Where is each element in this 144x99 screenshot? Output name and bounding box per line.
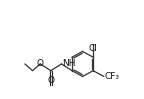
Text: O: O bbox=[37, 59, 44, 68]
Text: NH: NH bbox=[62, 59, 75, 68]
Text: O: O bbox=[47, 76, 54, 85]
Text: Cl: Cl bbox=[89, 44, 98, 53]
Text: CF₃: CF₃ bbox=[104, 72, 119, 81]
